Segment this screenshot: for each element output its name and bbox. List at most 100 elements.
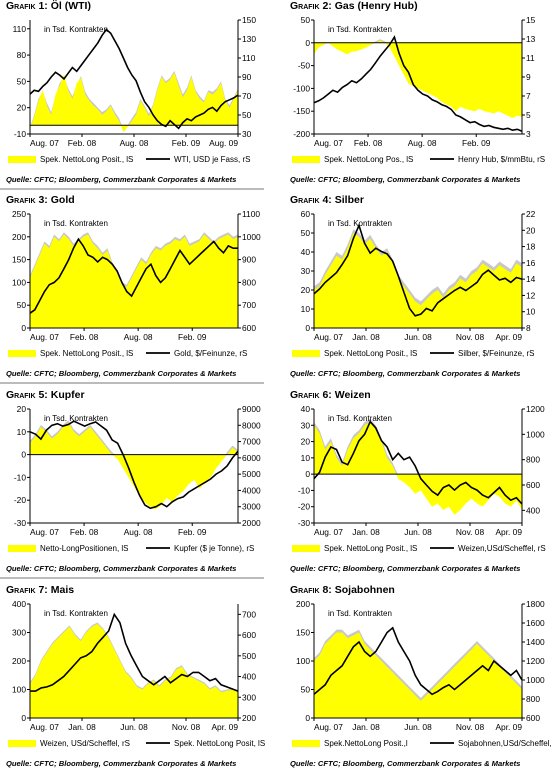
position-area — [30, 422, 238, 510]
right-tick-label: 7000 — [242, 437, 261, 447]
x-tick-label: Jan. 08 — [352, 722, 380, 732]
left-tick-label: -20 — [14, 495, 26, 505]
price-line — [29, 420, 239, 510]
right-tick-label: 600 — [242, 630, 256, 640]
left-tick-label: 400 — [12, 599, 26, 609]
chart-title: Grafik 4: Silber — [290, 194, 364, 206]
right-tick-label: 1200 — [526, 404, 545, 414]
legend-swatch-area — [292, 350, 320, 357]
legend-swatch-area — [8, 156, 36, 163]
left-tick-label: 200 — [296, 599, 310, 609]
legend-swatch-area — [292, 740, 320, 747]
legend-label: Gold, $/Feinunze, rS — [174, 349, 247, 358]
chart-title: Grafik 6: Weizen — [290, 389, 371, 401]
right-tick-label: 150 — [242, 15, 256, 25]
legend-label: Henry Hub, $/mmBtu, rS — [458, 155, 545, 164]
left-tick-label: -10 — [14, 472, 26, 482]
chart-annotation: in Tsd. Kontrakten — [44, 25, 108, 34]
right-tick-label: 200 — [242, 713, 256, 723]
x-tick-label: Apr. 09 — [495, 527, 522, 537]
chart-panel-7: Grafik 7: Mais 0 100 200 300 400 200 300 400 500… — [6, 584, 270, 771]
left-tick-label: 40 — [301, 404, 311, 414]
left-tick-label: -30 — [298, 518, 310, 528]
left-tick-label: 50 — [301, 228, 311, 238]
right-tick-label: 500 — [242, 651, 256, 661]
chart-title: Grafik 1: Öl (WTI) — [6, 0, 91, 12]
chart-title: Grafik 7: Mais — [6, 584, 75, 596]
right-tick-label: 4000 — [242, 485, 261, 495]
chart-panel-2: Grafik 2: Gas (Henry Hub) -200 -150 -100 -5… — [290, 0, 554, 187]
legend-label: Spek. NettoLong Posit, lS — [174, 739, 265, 748]
left-tick-label: -50 — [298, 61, 310, 71]
right-tick-label: 20 — [526, 225, 536, 235]
chart-panel-1: Grafik 1: Öl (WTI) -10 20 50 80 110 30 50 70 90 1… — [6, 0, 270, 187]
x-tick-label: Nov. 08 — [172, 722, 201, 732]
x-tick-label: Aug. 07 — [314, 332, 343, 342]
chart-title: Grafik 5: Kupfer — [6, 389, 85, 401]
left-tick-label: 20 — [301, 285, 311, 295]
left-tick-label: 300 — [12, 628, 26, 638]
chart-title: Grafik 8: Sojabohnen — [290, 584, 395, 596]
right-tick-label: 50 — [242, 110, 252, 120]
left-tick-label: 0 — [21, 450, 26, 460]
right-tick-label: 900 — [242, 255, 256, 265]
right-tick-label: 7 — [526, 91, 531, 101]
right-tick-label: 3000 — [242, 502, 261, 512]
right-tick-label: 11 — [526, 53, 535, 63]
right-tick-label: 18 — [526, 242, 536, 252]
chart-source: Quelle: CFTC; Bloomberg, Commerzbank Cor… — [6, 369, 237, 378]
left-tick-label: 100 — [296, 656, 310, 666]
right-tick-label: 13 — [526, 34, 536, 44]
right-tick-label: 400 — [242, 672, 256, 682]
left-tick-label: 10 — [17, 427, 27, 437]
price-line — [29, 28, 239, 130]
right-tick-label: 90 — [242, 72, 252, 82]
chart-silber: 0 10 20 30 40 50 60 8 10 12 14 16 18 20 22 Aug. 07 Jan. … — [292, 209, 536, 358]
left-tick-label: 20 — [301, 437, 311, 447]
chart-annotation: in Tsd. Kontrakten — [44, 609, 108, 618]
left-tick-label: 0 — [305, 469, 310, 479]
left-tick-label: 50 — [17, 300, 27, 310]
position-area — [30, 624, 238, 718]
right-tick-label: 1000 — [526, 429, 545, 439]
x-tick-label: Aug. 07 — [30, 722, 59, 732]
price-line — [313, 420, 523, 505]
chart-mais: 0 100 200 300 400 200 300 400 500 600 700 Aug. 07 Ja… — [8, 599, 265, 748]
right-tick-label: 9000 — [242, 404, 261, 414]
x-tick-label: Aug. 08 — [120, 138, 149, 148]
legend-label: WTI, USD je Fass, rS — [174, 155, 250, 164]
left-tick-label: 150 — [12, 255, 26, 265]
left-tick-label: -100 — [293, 83, 310, 93]
left-tick-label: 200 — [12, 232, 26, 242]
x-tick-label: Feb. 09 — [462, 138, 491, 148]
left-tick-label: 50 — [17, 76, 27, 86]
x-tick-label: Aug. 08 — [124, 332, 153, 342]
legend-swatch-area — [8, 350, 36, 357]
left-tick-label: 0 — [21, 323, 26, 333]
legend-label: Spek. NettoLong Posit., lS — [324, 349, 417, 358]
row-divider — [0, 577, 264, 579]
legend-label: Netto-LongPositionen, lS — [40, 544, 129, 553]
position-area — [30, 72, 238, 133]
chart-gas-henry-hub: -200 -150 -100 -50 0 50 3 5 7 9 11 13 15 Aug. 07 Feb. … — [292, 15, 545, 164]
x-tick-label: Aug. 07 — [30, 332, 59, 342]
left-tick-label: 30 — [301, 266, 311, 276]
row-divider — [0, 188, 264, 190]
chart-source: Quelle: CFTC; Bloomberg, Commerzbank Cor… — [290, 564, 521, 573]
x-tick-label: Apr. 09 — [211, 722, 238, 732]
right-tick-label: 600 — [526, 480, 540, 490]
left-tick-label: 100 — [12, 277, 26, 287]
right-tick-label: 300 — [242, 692, 256, 702]
chart-title: Grafik 3: Gold — [6, 194, 75, 206]
legend-label: Spek. NettoLong Pos., lS — [324, 155, 413, 164]
left-tick-label: 80 — [17, 50, 27, 60]
price-line — [30, 612, 239, 692]
left-tick-label: 110 — [13, 24, 27, 34]
left-tick-label: 50 — [301, 15, 311, 25]
x-tick-label: Apr. 09 — [495, 722, 522, 732]
legend-label: Weizen, USd/Scheffel, rS — [40, 739, 130, 748]
x-tick-label: Aug. 08 — [124, 527, 153, 537]
left-tick-label: 100 — [12, 685, 26, 695]
price-line — [29, 237, 238, 314]
left-tick-label: 20 — [17, 103, 27, 113]
